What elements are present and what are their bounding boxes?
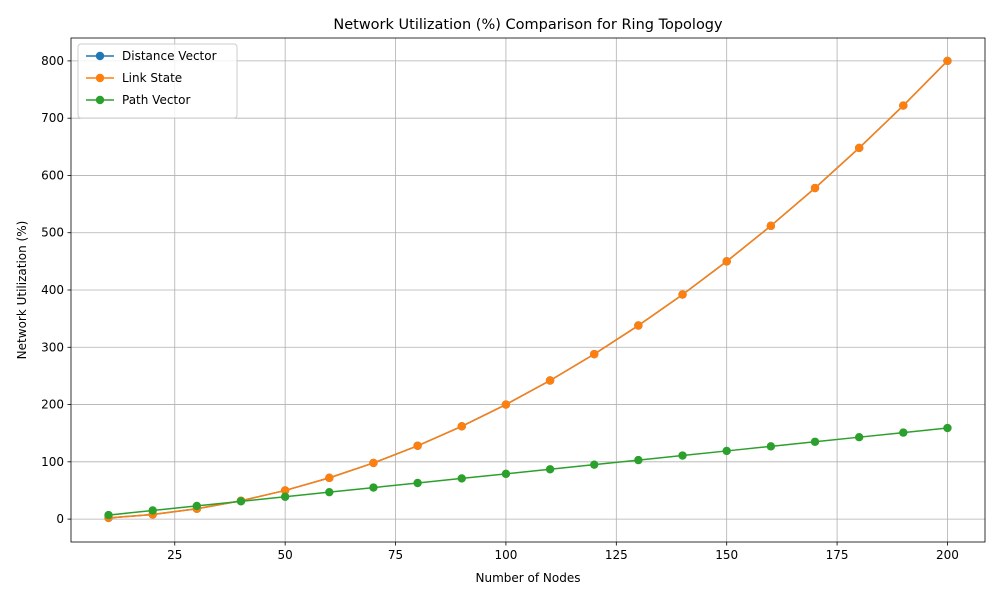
data-point-link-state [678,290,687,299]
data-point-path-vector [545,465,555,474]
data-point-path-vector [722,446,731,456]
data-point-path-vector [325,487,334,497]
x-tick-label: 75 [388,548,403,562]
legend-label: Link State [122,71,182,85]
legend-swatch-marker [95,73,105,83]
data-point-path-vector [457,474,466,483]
data-point-path-vector [148,506,157,515]
x-axis-label: Number of Nodes [476,571,581,585]
data-point-link-state [722,257,731,266]
data-point-path-vector [634,455,643,465]
x-tick-label: 175 [826,548,849,562]
data-point-path-vector [899,428,908,437]
y-tick-label: 0 [56,512,64,526]
data-point-link-state [413,441,422,450]
data-point-path-vector [192,501,202,511]
x-tick-label: 50 [278,548,293,562]
plot-series [104,56,952,523]
data-point-link-state [545,376,555,385]
legend-label: Path Vector [122,93,190,107]
legend-label: Distance Vector [122,49,217,63]
x-tick-label: 200 [936,548,959,562]
y-tick-label: 400 [41,283,64,297]
y-axis-label: Network Utilization (%) [15,221,29,360]
data-point-link-state [899,101,908,110]
data-point-link-state [854,143,864,153]
data-point-link-state [766,221,776,231]
series-link-state [104,56,952,523]
data-point-path-vector [590,460,599,469]
data-point-link-state [943,56,952,66]
legend-swatch-marker [95,95,105,105]
series-line-link-state [108,60,949,519]
legend-entry-link-state: Link State [86,71,182,85]
x-tick-label: 100 [494,548,517,562]
data-point-link-state [501,400,511,409]
legend-swatch-marker [95,51,105,61]
legend: Distance Vector Link State Path Vector [77,43,238,119]
data-point-path-vector [104,510,113,520]
y-tick-label: 200 [41,398,64,412]
x-tick-label: 150 [715,548,738,562]
y-tick-label: 700 [41,111,64,125]
data-point-path-vector [766,442,776,451]
chart-title: Network Utilization (%) Comparison for R… [333,17,723,33]
x-tick-label: 125 [605,548,628,562]
y-tick-label: 500 [41,226,64,240]
data-point-path-vector [413,478,422,488]
data-point-link-state [810,183,820,193]
x-tick-label: 25 [167,548,182,562]
legend-entry-path-vector: Path Vector [86,93,190,107]
data-point-path-vector [501,469,511,479]
data-point-path-vector [678,451,687,460]
data-point-path-vector [943,423,952,433]
series-line-path-vector [108,427,948,516]
y-tick-label: 800 [41,54,64,68]
data-point-link-state [457,422,466,431]
ticks: 25 50 75 100 125 150 175 200 0 100 200 300 400 500 600… [41,54,959,562]
data-point-link-state [369,458,378,468]
data-point-path-vector [369,483,378,492]
data-point-path-vector [236,497,246,506]
data-point-link-state [590,349,599,359]
y-tick-label: 300 [41,340,64,354]
y-tick-label: 600 [41,168,64,182]
series-path-vector [104,423,952,520]
data-point-link-state [325,473,334,483]
grid [71,38,985,542]
data-point-path-vector [280,492,290,501]
data-point-path-vector [854,432,864,442]
y-tick-label: 100 [41,455,64,469]
legend-entry-distance-vector: Distance Vector [86,49,217,63]
legend-frame [77,43,238,119]
data-point-link-state [280,486,290,495]
data-point-path-vector [810,437,820,446]
data-point-link-state [634,321,643,330]
